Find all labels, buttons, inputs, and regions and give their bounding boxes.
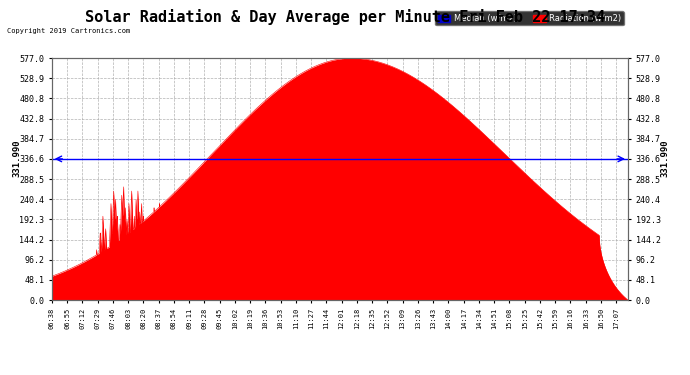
Legend: Median (w/m2), Radiation (w/m2): Median (w/m2), Radiation (w/m2) <box>435 12 624 26</box>
Text: Solar Radiation & Day Average per Minute Fri Feb 22 17:34: Solar Radiation & Day Average per Minute… <box>85 9 605 26</box>
Text: 331.990: 331.990 <box>12 140 21 177</box>
Text: Copyright 2019 Cartronics.com: Copyright 2019 Cartronics.com <box>7 28 130 34</box>
Text: 331.990: 331.990 <box>661 140 670 177</box>
